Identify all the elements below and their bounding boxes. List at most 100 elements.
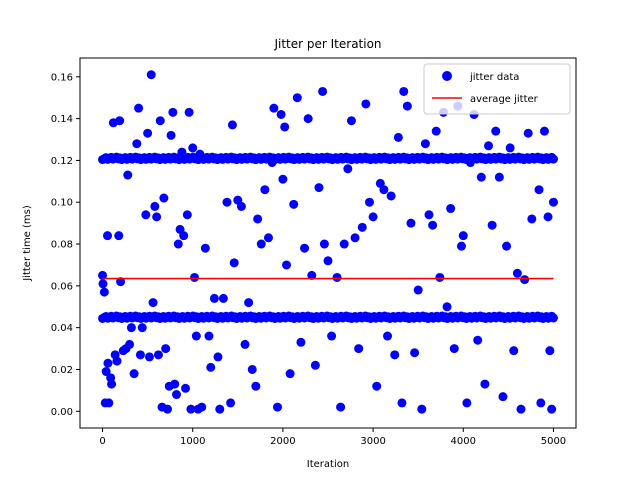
data-point: [420, 139, 430, 149]
data-point: [99, 287, 109, 297]
data-point: [442, 302, 452, 312]
data-point: [534, 185, 544, 195]
data-point: [494, 172, 504, 182]
data-point: [327, 331, 337, 341]
data-point: [125, 339, 135, 349]
data-point: [343, 164, 353, 174]
data-point: [215, 404, 225, 414]
data-point: [209, 293, 219, 303]
data-point: [148, 298, 158, 308]
data-point: [107, 379, 117, 389]
data-point: [364, 197, 374, 207]
data-point: [424, 210, 434, 220]
data-point: [244, 298, 254, 308]
data-point: [101, 367, 111, 377]
data-point: [410, 348, 420, 358]
data-point: [240, 339, 250, 349]
data-point: [162, 404, 172, 414]
data-point: [276, 109, 286, 119]
data-point: [195, 149, 205, 159]
data-point: [289, 199, 299, 209]
data-point: [272, 402, 282, 412]
data-point: [530, 153, 540, 163]
legend-label-jitter-data: jitter data: [469, 72, 519, 83]
data-point: [282, 260, 292, 270]
data-point: [98, 279, 108, 289]
data-point: [278, 174, 288, 184]
data-point: [379, 185, 389, 195]
x-axis-ticks: 0 1000 2000 3000 4000 5000: [99, 428, 566, 447]
data-point: [386, 191, 396, 201]
data-point: [191, 331, 201, 341]
data-point: [372, 381, 382, 391]
data-point: [487, 220, 497, 230]
data-point: [539, 126, 549, 136]
data-point: [177, 147, 187, 157]
data-point: [431, 126, 441, 136]
data-point: [399, 86, 409, 96]
data-point: [161, 344, 171, 354]
data-point: [269, 103, 279, 113]
data-point: [144, 352, 154, 362]
data-point: [98, 270, 108, 280]
data-point: [361, 99, 371, 109]
data-point: [505, 143, 515, 153]
x-tick-label: 1000: [180, 436, 205, 447]
scatter-points: [98, 70, 558, 414]
data-point: [280, 122, 290, 132]
data-point: [390, 350, 400, 360]
data-point: [226, 398, 236, 408]
data-point: [310, 360, 320, 370]
data-point: [527, 214, 537, 224]
data-point: [182, 210, 192, 220]
data-point: [137, 323, 147, 333]
x-tick-label: 0: [99, 436, 105, 447]
data-point: [171, 390, 181, 400]
data-point: [229, 258, 239, 268]
data-point: [323, 256, 333, 266]
data-point: [458, 231, 468, 241]
y-tick-label: 0.16: [51, 72, 73, 83]
data-point: [141, 210, 151, 220]
data-point: [197, 402, 207, 412]
y-tick-label: 0.04: [51, 323, 73, 334]
data-point: [473, 335, 483, 345]
data-point: [179, 231, 189, 241]
data-point: [491, 126, 501, 136]
data-point: [520, 275, 530, 285]
data-point: [465, 158, 475, 168]
data-point: [393, 132, 403, 142]
data-point: [319, 239, 329, 249]
x-tick-label: 3000: [360, 436, 385, 447]
data-point: [159, 193, 169, 203]
x-axis-label: Iteration: [307, 459, 349, 470]
data-point: [300, 243, 310, 253]
data-point: [236, 201, 246, 211]
data-point: [346, 116, 356, 126]
data-point: [285, 369, 295, 379]
data-point: [547, 404, 557, 414]
data-point: [260, 185, 270, 195]
legend-marker-jitter-data: [442, 71, 452, 81]
data-point: [146, 70, 156, 80]
data-point: [292, 93, 302, 103]
data-point: [548, 313, 558, 323]
data-point: [227, 120, 237, 130]
data-point: [247, 364, 257, 374]
data-point: [143, 128, 153, 138]
y-tick-label: 0.06: [51, 281, 73, 292]
data-point: [502, 241, 512, 251]
y-tick-label: 0.02: [51, 365, 73, 376]
data-point: [222, 197, 232, 207]
data-point: [204, 331, 214, 341]
data-point: [129, 369, 139, 379]
data-point: [357, 222, 367, 232]
data-point: [314, 183, 324, 193]
data-point: [153, 350, 163, 360]
data-point: [435, 272, 445, 282]
data-point: [368, 212, 378, 222]
data-point: [112, 356, 122, 366]
y-axis-label: Jitter time (ms): [22, 205, 33, 282]
y-tick-label: 0.10: [51, 198, 73, 209]
